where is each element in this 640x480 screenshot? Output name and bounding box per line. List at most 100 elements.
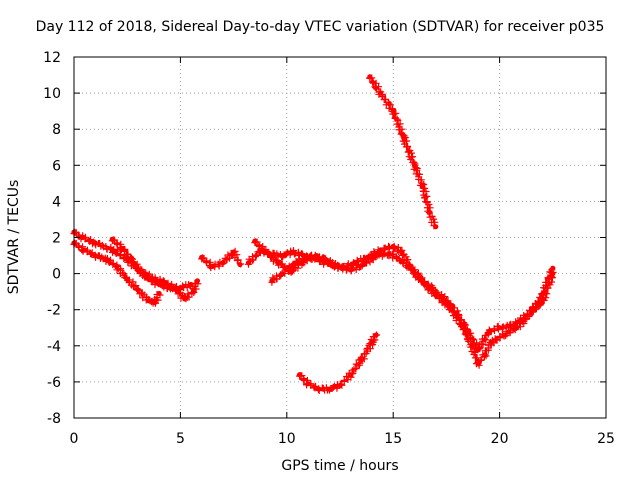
series-arc-7 bbox=[268, 251, 320, 286]
data-point bbox=[482, 352, 488, 358]
x-tick-label: 25 bbox=[597, 431, 615, 447]
data-point bbox=[290, 249, 296, 255]
data-point bbox=[220, 260, 226, 266]
data-point bbox=[124, 276, 130, 282]
series-arc-10 bbox=[442, 271, 556, 354]
axis-ticks: 0 5 10 15 20 25 -8 -6 -4 -2 0 2 4 6 8 10 12 bbox=[43, 50, 615, 447]
data-point bbox=[296, 372, 303, 378]
data-point bbox=[92, 252, 98, 259]
data-point bbox=[411, 162, 418, 168]
data-point bbox=[454, 310, 460, 316]
series-arc-9 bbox=[366, 74, 439, 230]
data-point bbox=[528, 307, 535, 313]
y-tick-label: 0 bbox=[52, 267, 61, 283]
data-point bbox=[488, 339, 494, 345]
data-point bbox=[82, 247, 88, 253]
data-point bbox=[352, 260, 358, 266]
data-point bbox=[279, 252, 286, 259]
data-point bbox=[152, 276, 158, 282]
series-markers bbox=[198, 247, 245, 272]
data-point bbox=[252, 238, 258, 244]
data-point bbox=[326, 386, 332, 392]
data-point bbox=[156, 290, 162, 297]
data-point bbox=[443, 299, 449, 306]
series-arc-3 bbox=[108, 236, 202, 303]
data-point bbox=[348, 372, 354, 378]
data-point bbox=[360, 261, 367, 268]
x-tick-label: 15 bbox=[384, 431, 402, 447]
data-point bbox=[79, 234, 86, 241]
data-point bbox=[245, 260, 252, 266]
data-point bbox=[182, 296, 188, 302]
data-point bbox=[399, 249, 405, 255]
data-point bbox=[290, 261, 296, 268]
x-tick-label: 20 bbox=[491, 431, 509, 447]
x-tick-label: 5 bbox=[176, 431, 185, 447]
data-point bbox=[390, 108, 396, 114]
data-point bbox=[550, 271, 556, 277]
data-point bbox=[141, 271, 147, 277]
data-point bbox=[409, 267, 415, 273]
data-point bbox=[539, 299, 545, 306]
y-tick-label: -4 bbox=[47, 339, 61, 355]
data-point bbox=[120, 245, 126, 251]
grid-lines bbox=[74, 57, 606, 418]
data-point bbox=[433, 292, 439, 298]
series-markers bbox=[442, 272, 556, 354]
data-point bbox=[322, 256, 328, 262]
data-point bbox=[209, 263, 215, 269]
data-series-layer bbox=[70, 74, 557, 394]
data-point bbox=[269, 278, 275, 284]
data-point bbox=[190, 289, 196, 295]
data-point bbox=[514, 325, 520, 331]
data-point bbox=[373, 252, 379, 259]
data-point bbox=[399, 258, 405, 264]
chart-title: Day 112 of 2018, Sidereal Day-to-day VTE… bbox=[35, 19, 605, 35]
data-point bbox=[130, 260, 137, 266]
data-point bbox=[550, 265, 556, 271]
y-tick-label: 12 bbox=[43, 50, 61, 66]
series-markers bbox=[366, 74, 439, 230]
data-point bbox=[475, 346, 481, 353]
data-point bbox=[279, 271, 286, 277]
series-arc-8 bbox=[296, 331, 381, 394]
data-point bbox=[386, 251, 392, 257]
data-point bbox=[237, 261, 243, 268]
data-point bbox=[335, 263, 341, 269]
data-point bbox=[420, 280, 426, 286]
data-point bbox=[377, 90, 384, 96]
y-tick-label: 2 bbox=[52, 231, 61, 247]
data-point bbox=[303, 254, 309, 260]
data-point bbox=[316, 386, 322, 392]
data-point bbox=[465, 328, 471, 334]
data-point bbox=[199, 254, 205, 260]
data-point bbox=[358, 357, 364, 363]
data-point bbox=[194, 278, 201, 284]
data-point bbox=[231, 249, 237, 255]
data-point bbox=[501, 332, 507, 338]
data-point bbox=[113, 263, 120, 269]
data-point bbox=[373, 332, 379, 338]
data-point bbox=[420, 184, 426, 190]
data-point bbox=[348, 267, 354, 273]
data-point bbox=[162, 280, 169, 286]
data-point bbox=[377, 247, 384, 253]
data-point bbox=[486, 328, 492, 334]
data-point bbox=[288, 269, 294, 275]
y-tick-label: 10 bbox=[43, 86, 61, 102]
data-point bbox=[305, 381, 311, 387]
data-point bbox=[313, 252, 320, 259]
series-arc-4 bbox=[198, 247, 245, 272]
data-point bbox=[103, 256, 109, 262]
data-point bbox=[369, 339, 375, 345]
data-point bbox=[507, 323, 513, 329]
data-point bbox=[401, 135, 407, 141]
y-tick-label: 8 bbox=[52, 122, 61, 138]
y-tick-label: 4 bbox=[52, 194, 61, 210]
data-point bbox=[152, 299, 158, 306]
data-point bbox=[262, 249, 269, 255]
data-point bbox=[497, 325, 503, 331]
series-arc-2 bbox=[70, 239, 164, 307]
data-point bbox=[518, 317, 524, 324]
